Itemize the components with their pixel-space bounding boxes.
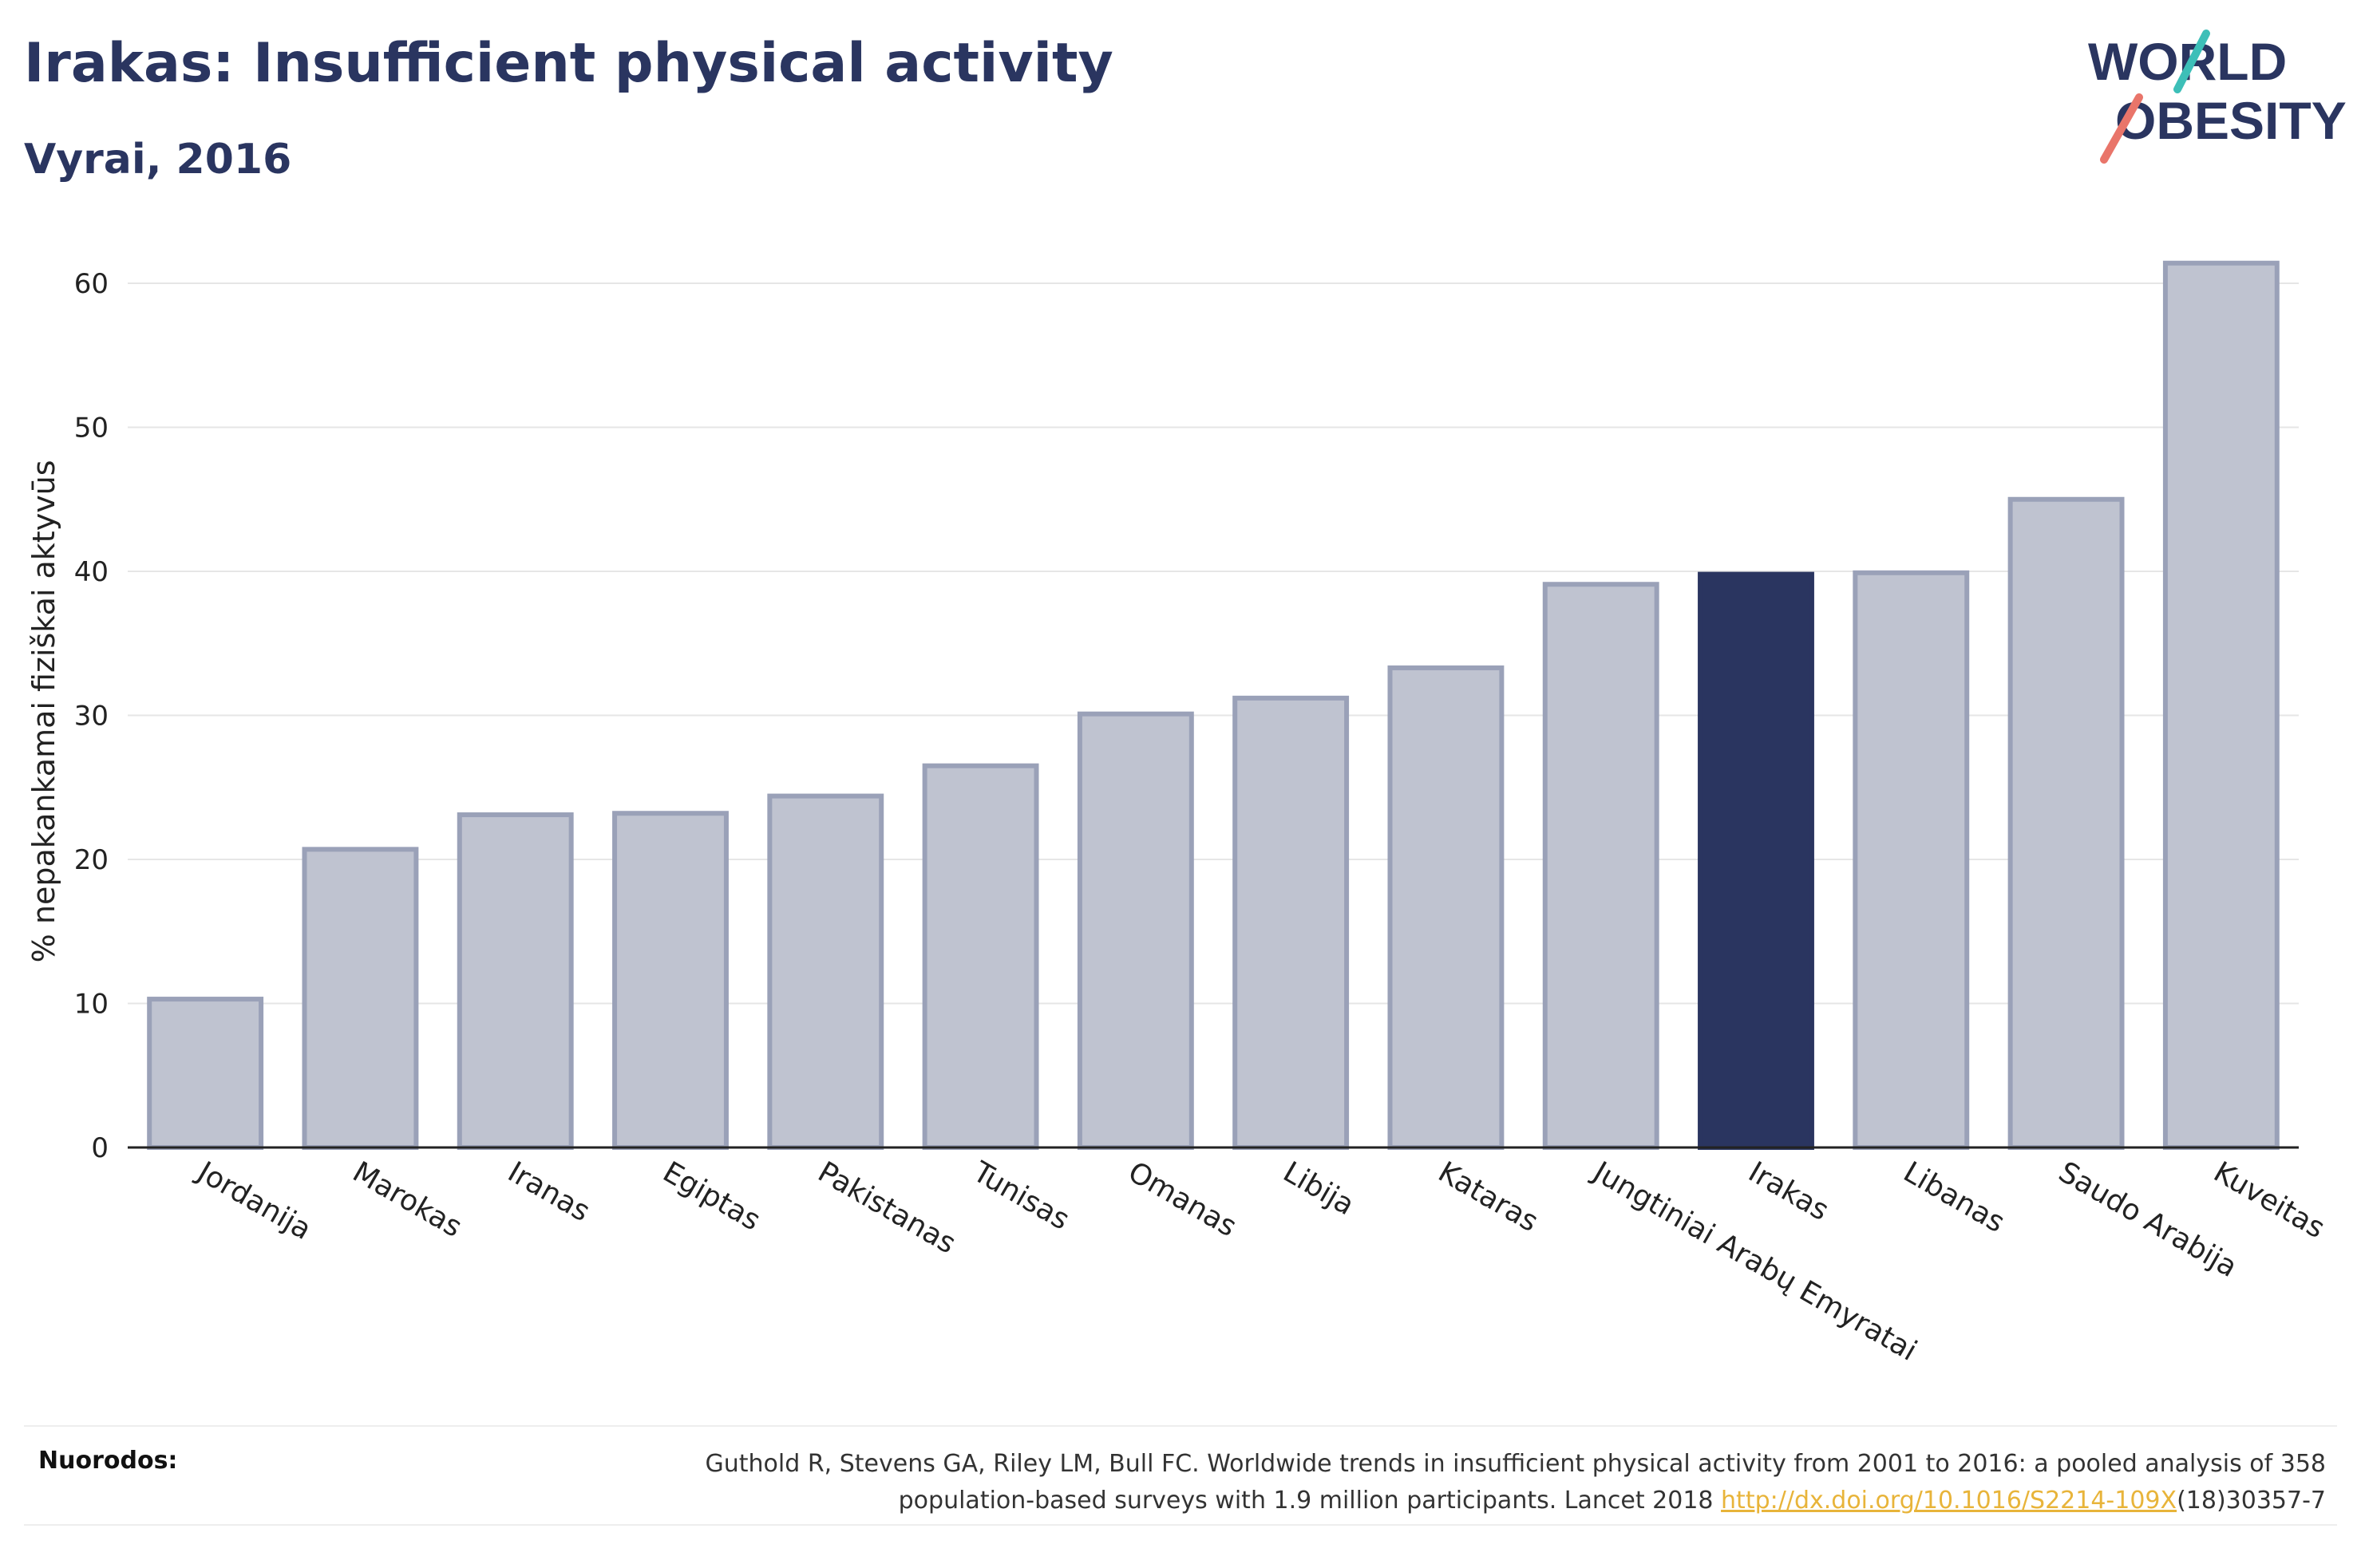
logo-slash-teal (2173, 30, 2210, 93)
x-tick-label: Irakas (1743, 1155, 1834, 1227)
bar-saudo-arabija[interactable] (2007, 496, 2125, 1150)
chart-subtitle: Vyrai, 2016 (24, 136, 292, 184)
y-tick-label: 20 (74, 844, 109, 876)
reference-line-2-start: population-based surveys with 1.9 millio… (898, 1487, 1722, 1515)
y-tick-label: 50 (74, 413, 109, 444)
bar-egiptas[interactable] (612, 811, 729, 1150)
bar-libanas[interactable] (1853, 570, 1970, 1150)
doi-link[interactable]: http://dx.doi.org/10.1016/S2214-109X (1721, 1487, 2177, 1515)
references-label: Nuorodos: (38, 1447, 178, 1475)
x-tick-label: Kataras (1433, 1155, 1544, 1238)
x-tick-label: Marokas (347, 1155, 468, 1244)
logo-text-obesity: OBESITY (2115, 91, 2347, 150)
bar-omanas[interactable] (1077, 711, 1194, 1150)
x-tick-label: Kuveitas (2208, 1155, 2330, 1245)
x-axis-ticks: Jordanija Marokas Iranas Egiptas Pakistanas T… (191, 1155, 2330, 1368)
bar-chart: 0 10 20 30 40 50 60 Jordanija Marokas Iranas Egip… (26, 260, 2330, 1368)
x-tick-label: Omanas (1122, 1155, 1242, 1243)
y-tick-label: 10 (74, 989, 109, 1021)
bar-tunisas[interactable] (922, 763, 1039, 1150)
reference-text: Guthold R, Stevens GA, Riley LM, Bull FC… (490, 1446, 2326, 1519)
world-obesity-logo: WORLD OBESITY (2088, 30, 2347, 164)
footer-divider-bottom (24, 1524, 2337, 1526)
x-tick-label: Tunisas (967, 1155, 1074, 1237)
x-tick-label: Pakistanas (813, 1155, 961, 1260)
y-tick-label: 60 (74, 268, 109, 300)
footer-divider-top (24, 1425, 2337, 1427)
y-axis-ticks: 0 10 20 30 40 50 60 (74, 268, 109, 1164)
bar-jungtiniai-arabų-emyratai[interactable] (1542, 582, 1659, 1150)
gridlines (128, 282, 2299, 1005)
logo-slash-coral (2100, 93, 2143, 164)
x-tick-label: Jordanija (191, 1155, 317, 1246)
bar-marokas[interactable] (302, 847, 419, 1150)
reference-line-2-end: (18)30357-7 (2177, 1487, 2326, 1515)
chart-title: Irakas: Insufficient physical activity (24, 32, 1113, 95)
bars (147, 260, 2280, 1151)
x-tick-label: Iranas (502, 1155, 595, 1228)
bar-jordanija[interactable] (147, 997, 264, 1150)
bar-kuveitas[interactable] (2162, 260, 2280, 1151)
y-axis-label: % nepakankamai fiziškai aktyvūs (26, 460, 61, 962)
x-tick-label: Libanas (1898, 1155, 2011, 1239)
x-tick-label: Egiptas (658, 1155, 766, 1237)
bar-iranas[interactable] (457, 812, 574, 1150)
bar-libija[interactable] (1232, 695, 1350, 1150)
reference-line-1: Guthold R, Stevens GA, Riley LM, Bull FC… (705, 1450, 2326, 1478)
bar-kataras[interactable] (1387, 665, 1505, 1150)
y-tick-label: 40 (74, 556, 109, 588)
x-tick-label: Libija (1278, 1155, 1360, 1222)
y-tick-label: 0 (91, 1132, 109, 1164)
y-tick-label: 30 (74, 701, 109, 733)
bar-irakas[interactable] (1698, 571, 1814, 1150)
bar-pakistanas[interactable] (767, 793, 884, 1151)
